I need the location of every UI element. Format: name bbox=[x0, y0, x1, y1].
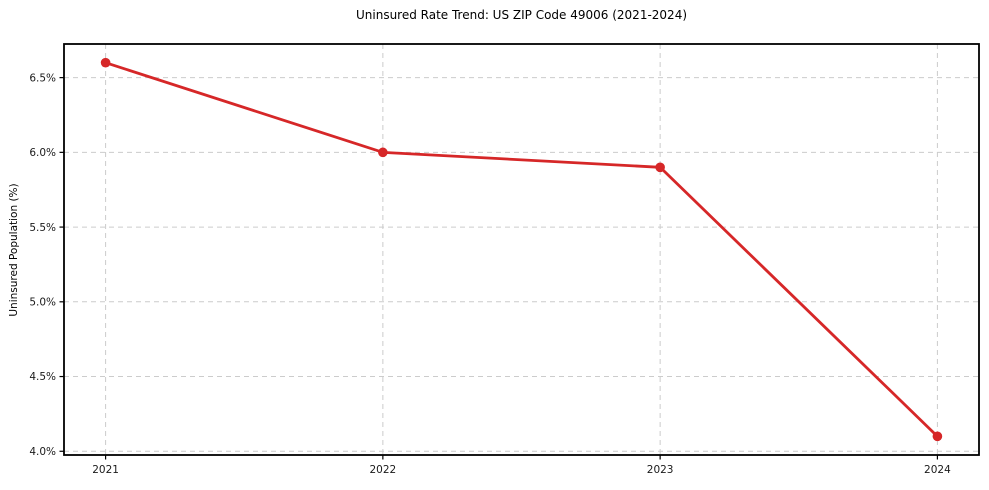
data-point-2023 bbox=[655, 162, 665, 173]
data-point-2021 bbox=[100, 57, 111, 68]
y-tick-label: 6.0% bbox=[29, 147, 56, 159]
data-point-2022 bbox=[378, 147, 388, 158]
plot-border bbox=[63, 43, 980, 456]
x-tick-label: 2022 bbox=[369, 464, 396, 476]
y-tick-label: 5.0% bbox=[29, 297, 56, 309]
data-point-2024 bbox=[932, 431, 943, 442]
y-tick-label: 4.5% bbox=[29, 371, 56, 383]
y-tick-label: 6.5% bbox=[29, 72, 56, 84]
y-tick-label: 5.5% bbox=[29, 222, 56, 234]
trend-line bbox=[104, 61, 939, 438]
x-tick-label: 2023 bbox=[647, 464, 674, 476]
chart-title: Uninsured Rate Trend: US ZIP Code 49006 … bbox=[355, 8, 688, 22]
x-tick-label: 2024 bbox=[924, 464, 951, 476]
x-tick-label: 2021 bbox=[92, 464, 119, 476]
y-tick-label: 4.0% bbox=[29, 446, 56, 458]
